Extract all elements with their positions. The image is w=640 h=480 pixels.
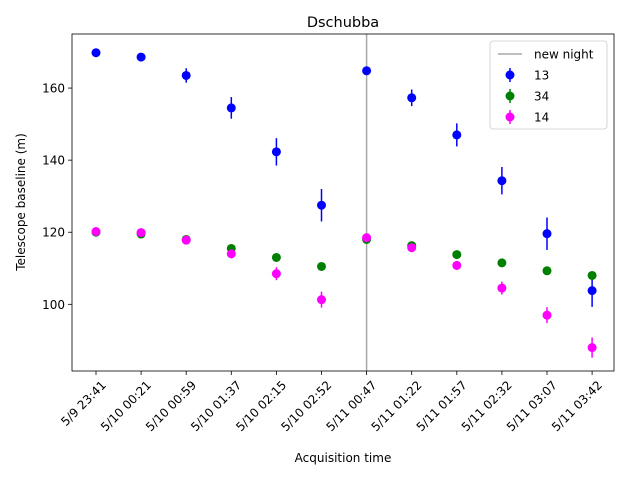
data-point-series-13	[271, 147, 281, 157]
data-point-series-13	[91, 48, 101, 58]
data-point-series-14	[497, 283, 507, 293]
data-point-series-14	[317, 295, 326, 305]
data-point-series-34	[271, 252, 281, 262]
x-axis-label: Acquisition time	[295, 451, 392, 465]
data-point-series-13	[136, 52, 146, 62]
data-point-series-14	[407, 243, 417, 253]
data-point-series-34	[542, 266, 552, 276]
legend-label-14: 14	[534, 111, 549, 125]
data-point-series-14	[452, 260, 462, 270]
data-layer	[91, 34, 597, 371]
legend-label-13: 13	[534, 69, 549, 83]
data-point-series-34	[452, 250, 462, 260]
data-point-series-13	[226, 103, 236, 113]
legend-label-34: 34	[534, 90, 549, 104]
data-point-series-14	[226, 249, 236, 259]
data-point-series-14	[542, 310, 552, 320]
data-point-series-14	[271, 269, 281, 279]
y-tick-label: 160	[42, 82, 65, 96]
data-point-series-13	[362, 66, 372, 76]
data-point-series-34	[587, 270, 597, 280]
data-point-series-14	[91, 227, 101, 237]
plot-frame	[71, 33, 615, 372]
chart-title: Dschubba	[307, 15, 379, 31]
data-point-series-14	[362, 233, 372, 243]
y-tick-label: 120	[42, 226, 65, 240]
data-point-series-13	[542, 229, 552, 239]
y-axis-label: Telescope baseline (m)	[14, 133, 28, 272]
data-point-series-14	[181, 235, 191, 245]
legend: new night 13 34 14	[489, 40, 608, 130]
data-point-series-34	[497, 258, 507, 268]
legend-frame	[489, 40, 608, 130]
legend-marker-34	[505, 91, 515, 101]
legend-marker-14	[505, 112, 515, 122]
data-point-series-13	[317, 200, 326, 210]
data-point-series-13	[452, 130, 462, 140]
data-point-series-34	[317, 261, 326, 271]
data-point-series-14	[587, 343, 597, 353]
legend-label-new-night: new night	[534, 48, 594, 62]
data-point-series-13	[587, 286, 597, 296]
y-tick-label: 100	[42, 298, 65, 312]
data-point-series-13	[407, 93, 417, 103]
data-point-series-13	[497, 176, 507, 186]
data-point-series-14	[136, 228, 146, 238]
legend-marker-13	[505, 70, 515, 80]
y-tick-label: 140	[42, 154, 65, 168]
data-point-series-13	[181, 70, 191, 80]
